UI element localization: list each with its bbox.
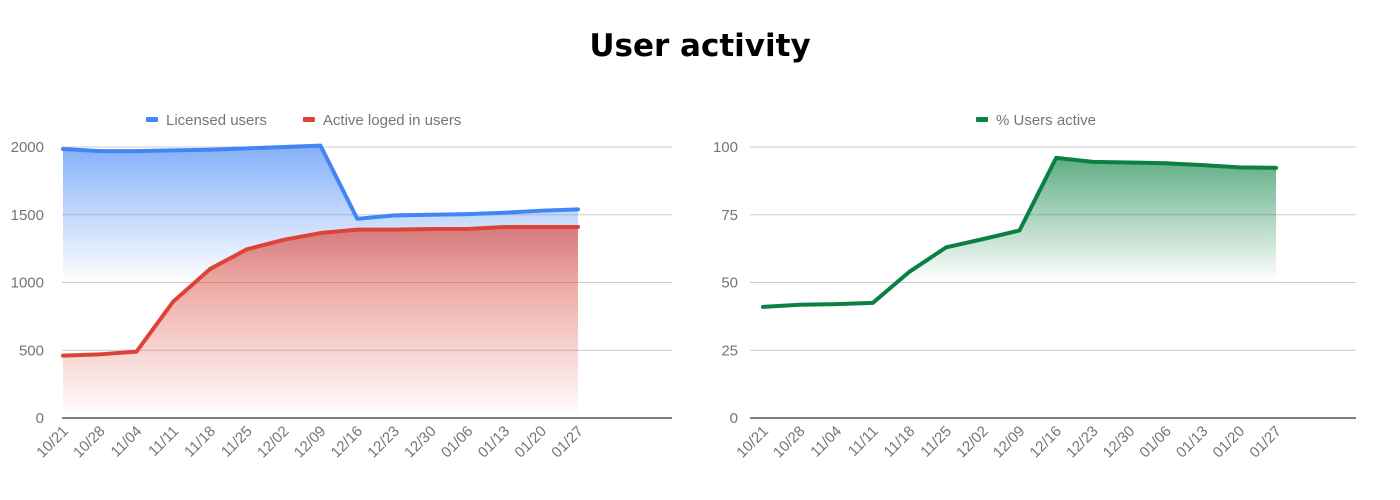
x-tick-label: 12/02 [254,423,293,462]
data-point [834,302,838,306]
data-point [1201,163,1205,167]
legend-swatch [146,117,158,122]
data-point [944,245,948,249]
y-tick-label: 100 [713,139,738,156]
x-tick-label: 10/28 [770,423,809,462]
data-point [429,213,433,217]
area-1 [63,226,578,418]
x-tick-label: 11/11 [845,423,882,460]
x-tick-label: 01/27 [548,423,587,462]
y-tick-label: 2000 [11,139,44,156]
x-tick-label: 11/25 [218,423,256,461]
data-point [981,237,985,241]
legend-label: Active loged in users [323,112,461,129]
y-tick-label: 0 [36,410,44,427]
data-point [355,228,359,232]
data-point [539,209,543,213]
x-tick-label: 12/09 [990,423,1029,462]
legend-swatch [302,117,315,122]
data-point [1164,161,1168,165]
x-tick-label: 12/16 [328,423,367,462]
data-point [908,270,912,274]
legend-label: % Users active [996,112,1096,129]
data-point [319,231,322,235]
data-point [1237,165,1241,169]
data-point [1054,156,1058,160]
data-point [98,352,102,356]
data-point [466,227,470,231]
data-point [319,144,322,148]
y-tick-label: 50 [721,275,738,292]
y-tick-label: 75 [721,207,738,224]
x-tick-label: 12/30 [401,423,440,462]
data-point [576,207,580,211]
x-tick-label: 01/06 [438,423,477,462]
data-point [871,301,875,305]
x-tick-label: 01/20 [1210,423,1249,462]
data-point [98,149,102,153]
data-point [61,354,65,358]
x-tick-label: 12/23 [1063,423,1102,462]
x-tick-label: 11/18 [881,423,919,461]
data-point [135,149,139,153]
data-point [392,228,396,232]
data-point [245,146,249,150]
data-point [355,217,359,221]
x-tick-label: 01/13 [475,423,514,462]
x-tick-label: 10/21 [33,423,72,462]
data-point [282,238,286,242]
x-tick-label: 01/20 [511,423,550,462]
data-point [429,227,433,231]
data-point [798,303,802,307]
x-tick-label: 10/28 [70,423,109,462]
x-tick-label: 11/25 [917,423,955,461]
data-point [502,211,506,215]
data-point [171,299,175,303]
data-point [392,213,396,217]
x-tick-label: 12/09 [291,423,330,462]
x-tick-label: 12/02 [953,423,992,462]
data-point [1127,160,1131,164]
data-point [539,225,543,229]
data-point [761,305,765,309]
data-point [502,225,506,229]
x-tick-label: 12/16 [1026,423,1065,462]
x-tick-label: 12/23 [364,423,403,462]
y-tick-label: 500 [19,342,44,359]
x-tick-label: 11/04 [108,423,146,461]
y-tick-label: 1500 [11,207,44,224]
data-point [1018,228,1021,232]
data-point [135,350,139,354]
x-tick-label: 11/18 [181,423,219,461]
page-title: User activity [589,28,811,64]
x-tick-label: 01/13 [1173,423,1212,462]
x-tick-label: 01/27 [1246,423,1285,462]
y-tick-label: 0 [730,410,738,427]
data-point [466,212,470,216]
data-point [61,147,65,151]
x-tick-label: 01/06 [1136,423,1175,462]
legend-label: Licensed users [166,112,267,129]
x-tick-label: 12/30 [1100,423,1139,462]
data-point [245,247,249,251]
data-point [576,225,580,229]
x-tick-label: 10/21 [733,423,772,462]
data-point [1274,166,1278,170]
x-tick-label: 11/04 [807,423,845,461]
legend-swatch [976,117,988,122]
y-tick-label: 25 [721,342,738,359]
data-point [282,145,286,149]
data-point [208,267,212,271]
data-point [171,148,175,152]
data-point [208,148,212,152]
data-point [1091,160,1095,164]
x-tick-label: 11/11 [145,423,182,460]
y-tick-label: 1000 [11,275,44,292]
